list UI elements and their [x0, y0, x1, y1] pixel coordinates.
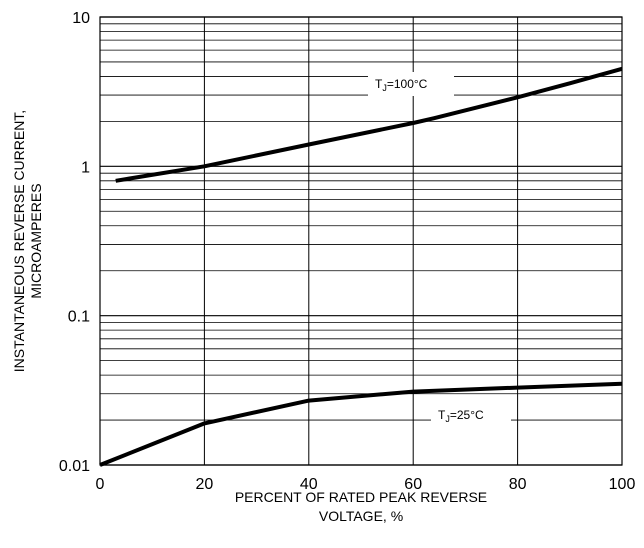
x-tick-label: 60 — [404, 476, 422, 493]
x-tick-label: 80 — [509, 476, 527, 493]
series-layer — [99, 66, 623, 467]
series-label-25c: TJ=25°C — [438, 408, 484, 424]
y-tick-label: 1 — [81, 159, 90, 176]
x-tick-label: 20 — [196, 476, 214, 493]
plot-frame — [99, 16, 623, 466]
series-label-100c: TJ=100°C — [375, 77, 428, 93]
x-tick-labels: 0 20 40 60 80 100 — [96, 476, 636, 493]
x-tick-label: 0 — [96, 476, 105, 493]
x-axis-label-line2: VOLTAGE, % — [319, 508, 403, 524]
series-label-25c-bg — [431, 403, 511, 427]
y-tick-label: 0.1 — [68, 309, 90, 326]
y-axis-label-line2: MICROAMPERES — [28, 183, 44, 298]
series-label-backgrounds — [368, 72, 511, 427]
series-label-100c-bg — [368, 72, 454, 96]
y-axis-label-line1: INSTANTANEOUS REVERSE CURRENT, — [11, 110, 27, 372]
minor-gridlines — [100, 23, 622, 421]
y-tick-labels: 0.01 0.1 1 10 — [59, 10, 90, 475]
x-axis-label-line1: PERCENT OF RATED PEAK REVERSE — [235, 489, 487, 505]
y-tick-label: 10 — [72, 10, 90, 27]
series-line-25c — [99, 381, 623, 467]
x-tick-label: 40 — [300, 476, 318, 493]
x-tick-label: 100 — [609, 476, 636, 493]
y-tick-label: 0.01 — [59, 458, 90, 475]
series-line-100c — [115, 66, 623, 183]
